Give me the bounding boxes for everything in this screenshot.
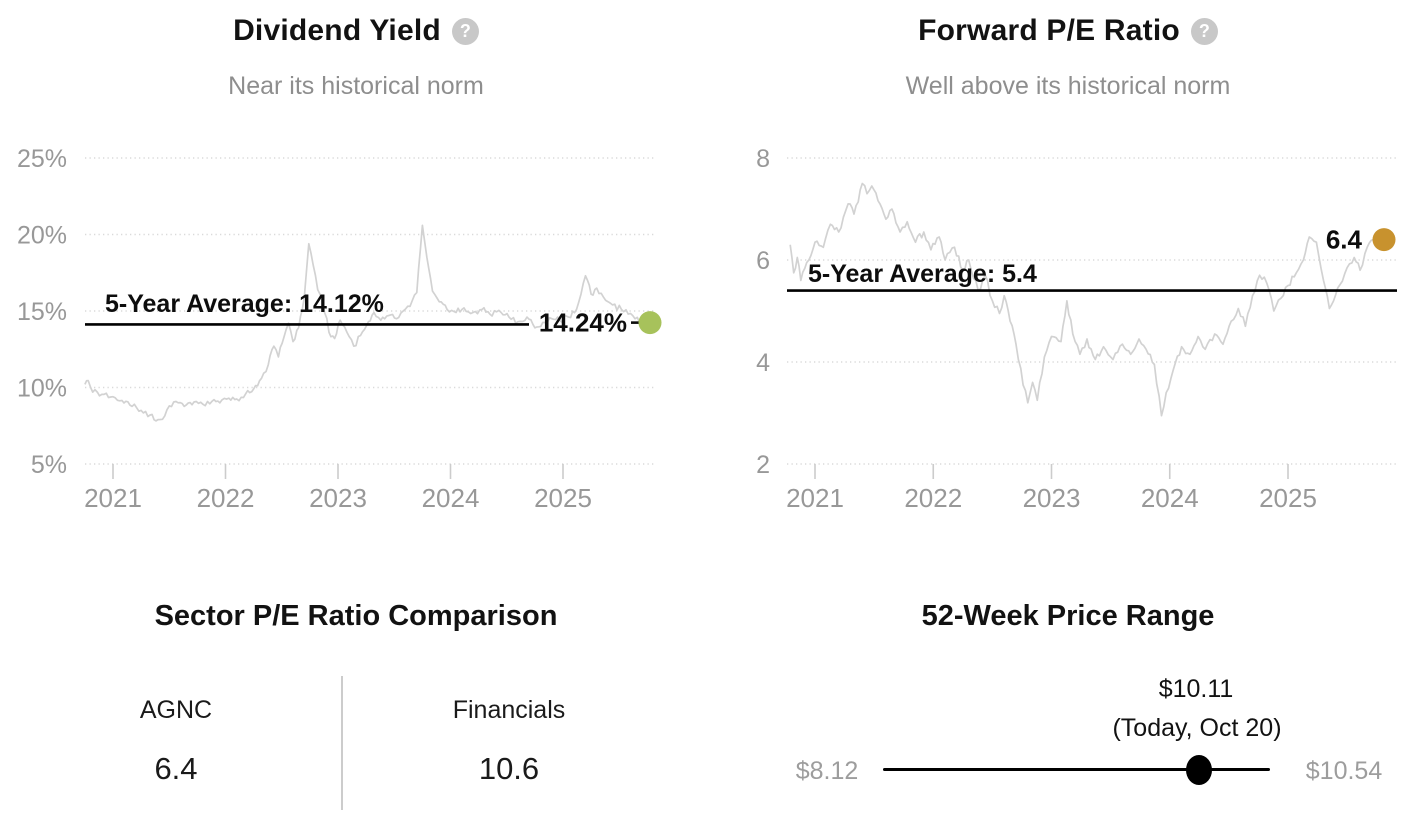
x-axis-label: 2025	[534, 483, 592, 513]
current-value-dot	[1372, 228, 1396, 252]
agnc-pe-value: 6.4	[154, 751, 198, 786]
help-icon[interactable]: ?	[1190, 17, 1218, 45]
current-value-dot	[638, 311, 662, 335]
price-range-track	[883, 768, 1270, 771]
dividend-yield-title-row: Dividend Yield ?	[0, 14, 712, 48]
current-value-label: 6.4	[1326, 225, 1363, 255]
financials-label: Financials	[452, 696, 566, 724]
financials-pe-value: 10.6	[478, 751, 540, 786]
sector-comparison-title: Sector P/E Ratio Comparison	[154, 600, 558, 632]
forward-pe-subtitle: Well above its historical norm	[905, 72, 1231, 100]
current-price-note: (Today, Oct 20)	[1112, 714, 1282, 742]
dividend_yield-series-line	[84, 224, 643, 422]
vertical-divider	[341, 676, 343, 810]
forward-pe-panel: Forward P/E Ratio ? Well above its histo…	[712, 0, 1424, 560]
x-axis-label: 2021	[786, 483, 844, 513]
price-range-title: 52-Week Price Range	[921, 600, 1215, 632]
range-min-label: $8.12	[795, 757, 859, 785]
dividend-yield-subtitle: Near its historical norm	[228, 72, 484, 100]
current-price-label: $10.11	[1158, 675, 1234, 703]
agnc-label: AGNC	[139, 696, 213, 724]
range-max-label: $10.54	[1305, 757, 1383, 785]
x-axis-label: 2022	[904, 483, 962, 513]
y-axis-label: 2	[756, 451, 770, 479]
x-axis-label: 2021	[84, 483, 142, 513]
x-axis-label: 2023	[1023, 483, 1081, 513]
y-axis-label: 15%	[17, 298, 67, 326]
forward_pe_ratio-series-line	[789, 182, 1374, 417]
x-axis-label: 2025	[1259, 483, 1317, 513]
dividend-yield-title: Dividend Yield	[233, 14, 441, 47]
current-value-label: 14.24%	[539, 308, 627, 338]
x-axis-label: 2022	[197, 483, 255, 513]
y-axis-label: 25%	[17, 145, 67, 173]
y-axis-label: 8	[756, 145, 770, 173]
forward-pe-title-row: Forward P/E Ratio ?	[712, 14, 1424, 48]
help-icon[interactable]: ?	[451, 17, 479, 45]
dividend-yield-chart: 25% 20% 15% 10% 5% 2021 2022 2023 2024 2025 5-Year…	[0, 130, 712, 530]
current-price-dot	[1186, 755, 1212, 785]
average-line-label: 5-Year Average: 14.12%	[105, 290, 384, 318]
y-axis-label: 6	[756, 247, 770, 275]
y-axis-label: 4	[756, 349, 770, 377]
y-axis-label: 5%	[31, 451, 67, 479]
forward-pe-chart: 8 6 4 2 2021 2022 2023 2024 2025 5-Year Average: …	[712, 130, 1424, 530]
dividend-yield-panel: Dividend Yield ? Near its historical nor…	[0, 0, 712, 560]
forward-pe-title: Forward P/E Ratio	[918, 14, 1180, 47]
x-axis-label: 2024	[422, 483, 480, 513]
y-axis-label: 10%	[17, 375, 67, 403]
x-axis-label: 2023	[309, 483, 367, 513]
y-axis-label: 20%	[17, 222, 67, 250]
average-line-label: 5-Year Average: 5.4	[808, 260, 1037, 288]
x-axis-label: 2024	[1141, 483, 1199, 513]
